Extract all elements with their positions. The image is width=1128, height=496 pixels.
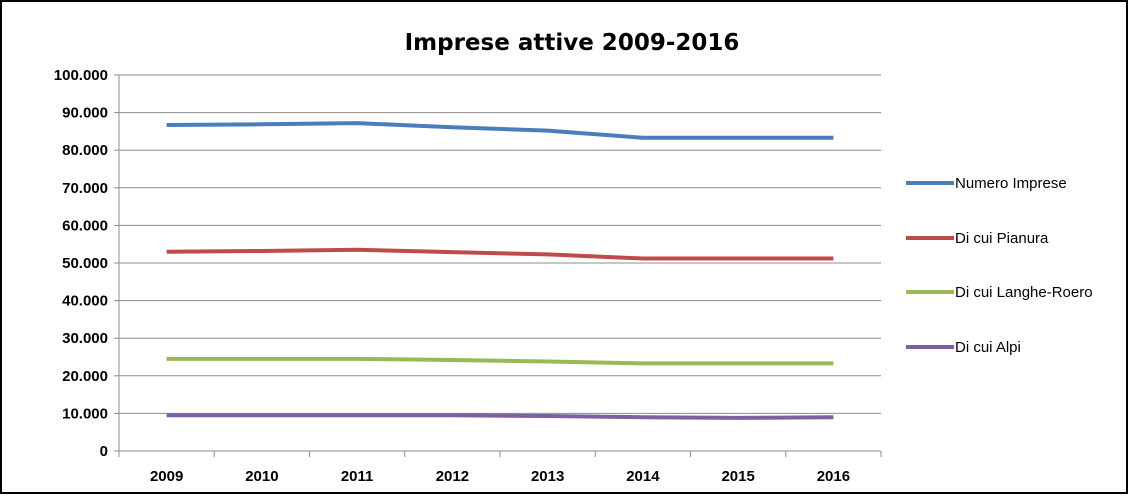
y-tick-label: 60.000 (62, 217, 108, 234)
x-tick-label: 2011 (341, 468, 374, 485)
x-tick-label: 2016 (817, 468, 850, 485)
series-lines (166, 121, 834, 420)
x-tick-label: 2013 (531, 468, 564, 485)
legend-label: Numero Imprese (955, 175, 1067, 192)
gridlines (119, 74, 881, 414)
y-tick-label: 80.000 (62, 142, 108, 159)
y-tick-label: 70.000 (62, 180, 108, 197)
y-tick-label: 30.000 (62, 330, 108, 347)
y-tick-label: 50.000 (62, 255, 108, 272)
series-line (166, 247, 834, 261)
y-tick-label: 10.000 (62, 405, 108, 422)
series-line (166, 356, 834, 366)
series-line (166, 121, 834, 140)
y-tick-label: 90.000 (62, 105, 108, 122)
y-axis-tick-labels: 0 10.000 20.000 30.000 40.000 50.000 60.000 70.… (54, 67, 108, 460)
x-tick-label: 2015 (721, 468, 754, 485)
x-tick-label: 2014 (626, 468, 660, 485)
legend-label: Di cui Pianura (955, 230, 1049, 247)
axes (114, 74, 882, 457)
x-tick-label: 2012 (436, 468, 469, 485)
y-tick-label: 20.000 (62, 368, 108, 385)
x-axis-tick-labels: 2009 2010 2011 2012 2013 2014 2015 2016 (150, 468, 850, 485)
y-tick-label: 100.000 (54, 67, 108, 84)
legend-label: Di cui Langhe-Roero (955, 284, 1093, 301)
y-tick-label: 0 (100, 443, 108, 460)
x-tick-label: 2009 (150, 468, 183, 485)
y-tick-label: 40.000 (62, 293, 108, 310)
x-tick-label: 2010 (245, 468, 278, 485)
chart-title: Imprese attive 2009-2016 (405, 30, 740, 56)
legend: Numero Imprese Di cui Pianura Di cui Langh… (906, 175, 1093, 356)
legend-label: Di cui Alpi (955, 339, 1021, 356)
series-line (166, 413, 834, 420)
